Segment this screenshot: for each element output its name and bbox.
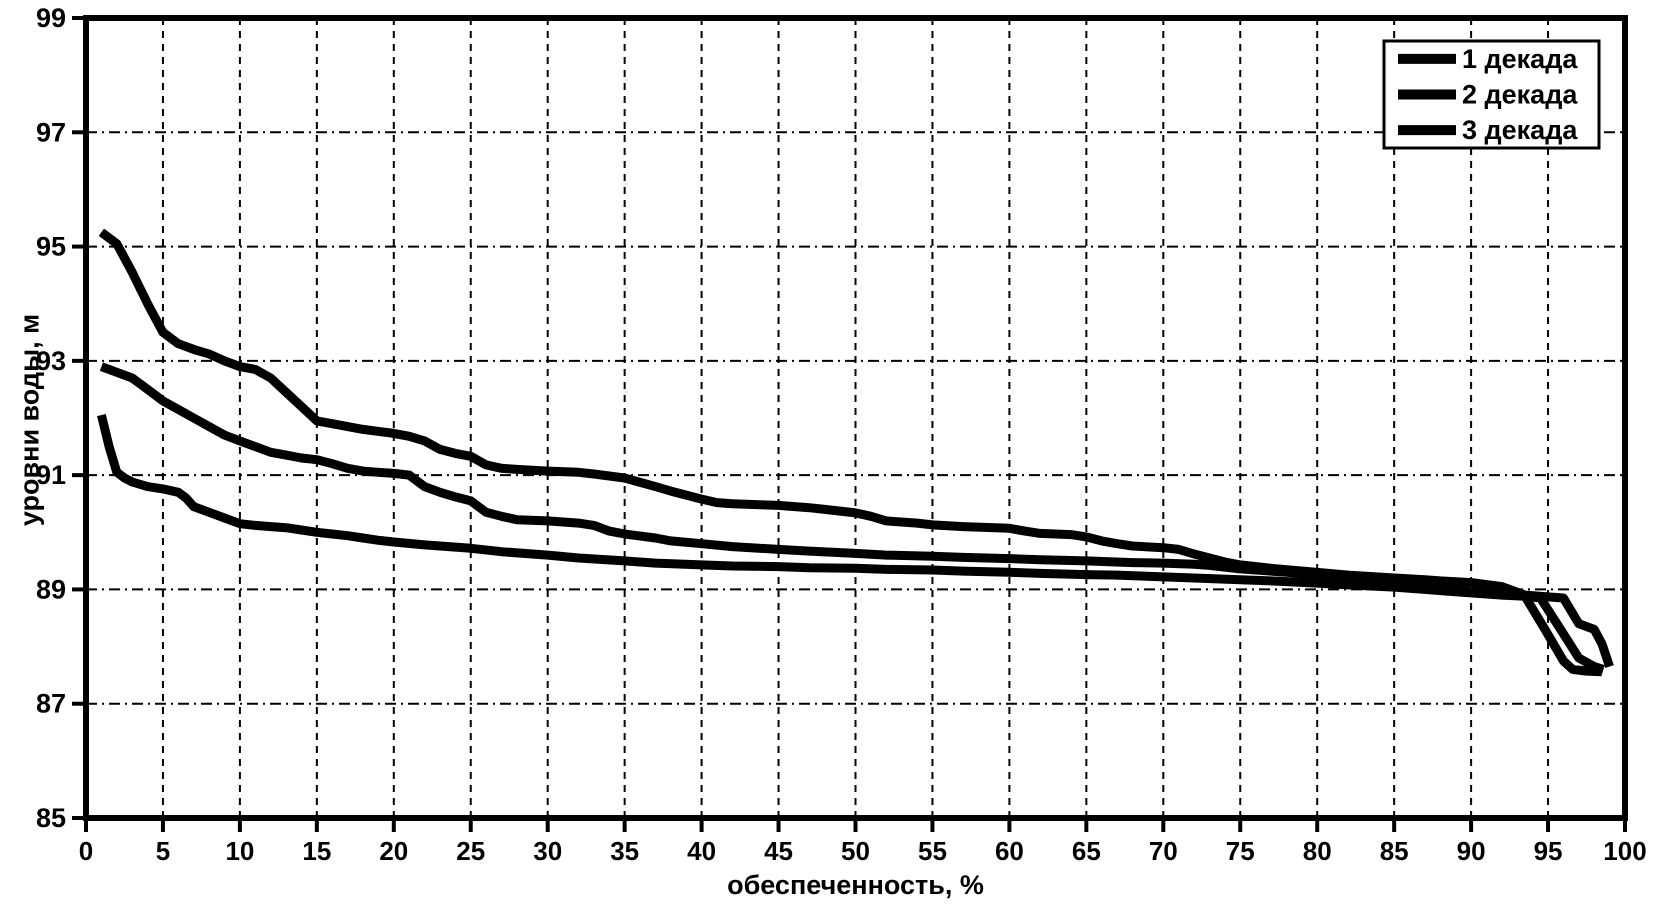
- x-tick-label: 50: [841, 836, 870, 866]
- x-tick-label: 85: [1380, 836, 1409, 866]
- x-axis-title: обеспеченность, %: [727, 870, 984, 900]
- x-tick-label: 100: [1603, 836, 1646, 866]
- y-tick-label: 99: [36, 3, 66, 33]
- y-tick-label: 91: [36, 460, 66, 490]
- x-tick-label: 25: [456, 836, 485, 866]
- y-axis-title: уровни воды, м: [14, 313, 45, 527]
- x-tick-label: 40: [687, 836, 716, 866]
- x-tick-label: 60: [995, 836, 1024, 866]
- x-tick-label: 75: [1226, 836, 1255, 866]
- x-tick-label: 0: [79, 836, 93, 866]
- x-tick-label: 35: [610, 836, 639, 866]
- y-tick-label: 87: [36, 689, 66, 719]
- legend-label: 3 декада: [1462, 115, 1578, 145]
- x-tick-label: 30: [533, 836, 562, 866]
- y-tick-label: 93: [36, 346, 66, 376]
- x-tick-label: 15: [302, 836, 331, 866]
- series-line-3: [97, 414, 1603, 677]
- series-line-2: [99, 362, 1605, 674]
- plot-frame: [83, 15, 1628, 821]
- x-tick-label: 90: [1457, 836, 1486, 866]
- x-tick-label: 95: [1534, 836, 1563, 866]
- x-tick-label: 70: [1149, 836, 1178, 866]
- x-tick-label: 55: [918, 836, 947, 866]
- legend-label: 1 декада: [1462, 44, 1578, 74]
- x-tick-label: 10: [225, 836, 254, 866]
- x-tick-label: 20: [379, 836, 408, 866]
- legend-label: 2 декада: [1462, 80, 1578, 110]
- y-tick-label: 89: [36, 574, 66, 604]
- x-tick-label: 5: [156, 836, 170, 866]
- y-tick-label: 95: [36, 232, 66, 262]
- y-tick-label: 85: [36, 803, 66, 833]
- x-tick-label: 80: [1303, 836, 1332, 866]
- x-tick-label: 45: [764, 836, 793, 866]
- x-tick-label: 65: [1072, 836, 1101, 866]
- y-tick-label: 97: [36, 117, 66, 147]
